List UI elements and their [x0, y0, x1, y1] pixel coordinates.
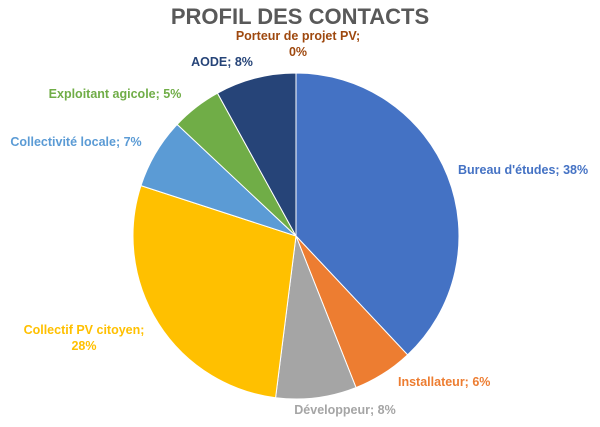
- pie-slice-bureau-d-etudes: [295, 72, 460, 356]
- data-label-bureau-d-etudes: Bureau d'études; 38%: [458, 163, 588, 177]
- slice-labels: Bureau d'études; 38% Installateur; 6%Déve…: [10, 29, 588, 417]
- data-label-collectif-pv-citoyen: Collectif PV citoyen; 28%: [24, 323, 145, 353]
- data-label-aode: AODE; 8%: [191, 55, 253, 69]
- pie-slices: [132, 72, 460, 400]
- data-label-developpeur: Développeur; 8%: [294, 403, 395, 417]
- data-label-collectivite-locale: Collectivité locale; 7%: [10, 135, 141, 149]
- chart-title: PROFIL DES CONTACTS: [171, 4, 429, 29]
- data-label-installateur: Installateur; 6%: [398, 375, 490, 389]
- data-label-porteur-de-projet-pv: Porteur de projet PV; 0%: [236, 29, 360, 59]
- pie-slice-aode: [216, 72, 297, 237]
- data-label-exploitant-agicole: Exploitant agicole; 5%: [49, 87, 182, 101]
- pie-slice-collectif-pv-citoyen: [132, 184, 297, 399]
